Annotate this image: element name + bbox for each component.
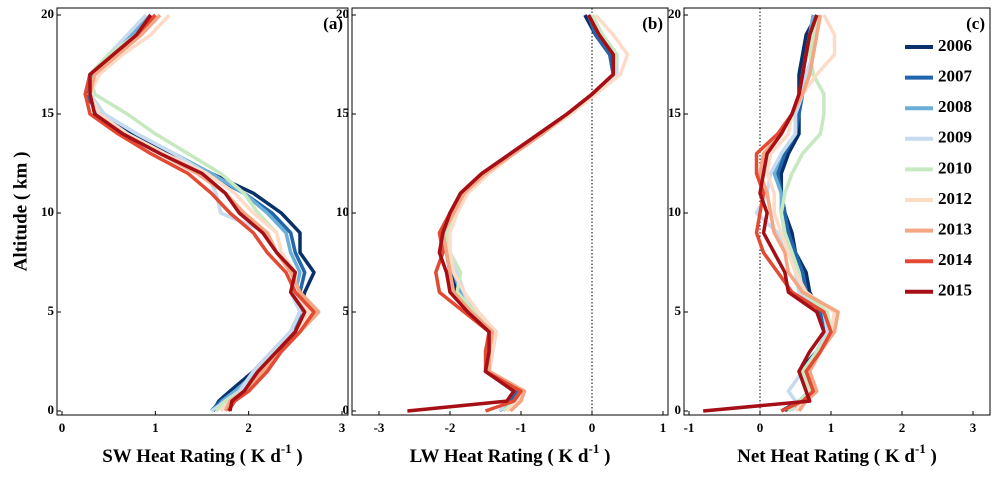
y-axis-label: Altitude ( km ) (10, 152, 31, 272)
profile-line (441, 14, 616, 413)
panel-label: (c) (966, 14, 985, 33)
legend-label: 2013 (938, 220, 972, 239)
y-tick-label: 0 (48, 402, 55, 417)
legend-label: 2009 (938, 128, 972, 147)
y-tick-label: 20 (336, 6, 349, 21)
y-tick-label: 15 (41, 105, 55, 120)
x-tick-label: 2 (899, 420, 906, 435)
legend-label: 2008 (938, 97, 972, 116)
legend-label: 2015 (938, 281, 972, 300)
y-tick-label: 5 (343, 303, 350, 318)
x-tick-label: 0 (589, 420, 596, 435)
profile-line (444, 14, 619, 413)
y-tick-label: 10 (41, 204, 54, 219)
x-tick-label: -1 (516, 420, 527, 435)
x-tick-label: 1 (152, 420, 159, 435)
profile-line (703, 14, 826, 413)
y-tick-label: 15 (336, 105, 350, 120)
profile-line (444, 14, 619, 413)
profile-line (88, 13, 307, 412)
legend-label: 2010 (938, 158, 972, 177)
x-axis-label-text: LW Heat Rating ( K d (410, 446, 589, 467)
y-tick-label: 20 (668, 6, 681, 21)
y-tick-label: 15 (668, 105, 682, 120)
plot-frame (683, 7, 991, 416)
panel-label: (b) (642, 14, 663, 33)
x-tick-label: 3 (339, 420, 346, 435)
y-tick-label: 5 (675, 303, 682, 318)
legend-label: 2012 (938, 189, 972, 208)
profile-line (779, 14, 833, 413)
x-axis-label-sup: -1 (915, 441, 926, 456)
profile-line (83, 13, 316, 412)
x-axis-label-text: SW Heat Rating ( K d (102, 446, 281, 467)
profile-line (765, 14, 837, 413)
y-tick-label: 10 (336, 204, 349, 219)
x-tick-label: -3 (374, 420, 385, 435)
profile-line (407, 14, 616, 413)
plot-frame (351, 7, 669, 416)
legend-label: 2006 (938, 36, 972, 55)
profile-line (88, 13, 321, 412)
x-axis-label-sup: -1 (281, 441, 292, 456)
profile-line (434, 14, 616, 413)
legend-label: 2014 (938, 250, 973, 269)
x-axis-label: Net Heat Rating ( K d-1 ) (737, 441, 937, 467)
x-tick-label: 2 (245, 420, 252, 435)
x-tick-label: -1 (684, 420, 695, 435)
x-axis-label: SW Heat Rating ( K d-1 ) (102, 441, 303, 467)
y-tick-label: 5 (48, 303, 55, 318)
y-tick-label: 0 (343, 402, 350, 417)
profile-line (444, 14, 616, 413)
x-tick-label: 1 (660, 420, 667, 435)
y-tick-label: 20 (41, 6, 54, 21)
x-tick-label: 0 (59, 420, 66, 435)
profile-line (441, 14, 616, 413)
x-axis-label: LW Heat Rating ( K d-1 ) (410, 441, 611, 467)
x-tick-label: 3 (970, 420, 977, 435)
legend-label: 2007 (938, 67, 973, 86)
profile-line (444, 14, 616, 413)
panel-label: (a) (323, 14, 343, 33)
x-axis-label-sup: -1 (589, 441, 600, 456)
x-axis-label-end: ) (926, 446, 937, 467)
y-tick-label: 10 (668, 204, 681, 219)
x-axis-label-end: ) (292, 446, 303, 467)
y-tick-label: 0 (675, 402, 682, 417)
plot-frame (56, 7, 349, 416)
profile-line (448, 13, 630, 413)
x-tick-label: -2 (445, 420, 456, 435)
x-axis-label-end: ) (599, 446, 610, 467)
x-tick-label: 0 (757, 420, 764, 435)
x-tick-label: 1 (828, 420, 835, 435)
x-axis-label-text: Net Heat Rating ( K d (737, 446, 915, 467)
